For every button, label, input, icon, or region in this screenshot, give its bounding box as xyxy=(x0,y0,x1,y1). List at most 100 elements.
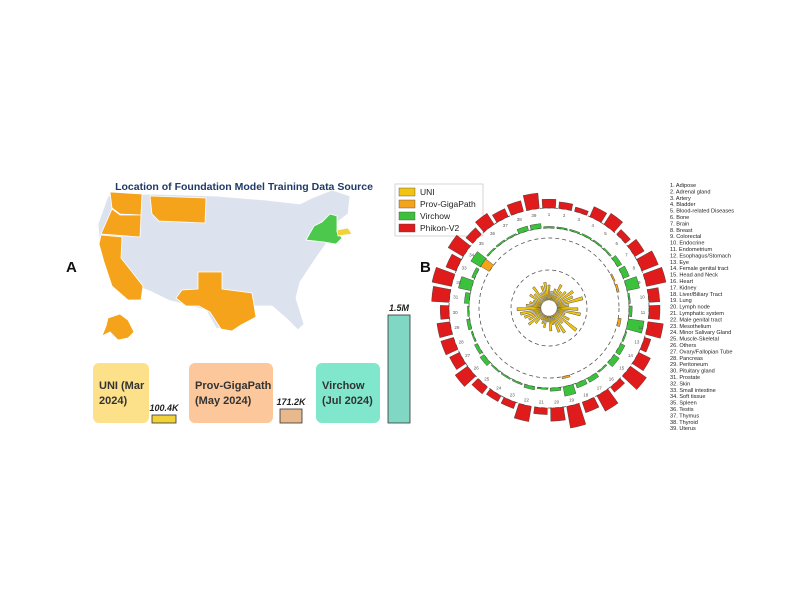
circular-bar xyxy=(556,296,584,307)
circular-bar xyxy=(628,305,633,317)
category-tick-label: 23 xyxy=(510,393,516,398)
ring-virchow xyxy=(468,227,630,389)
circular-bar xyxy=(465,227,482,244)
circular-bar xyxy=(554,291,567,303)
circular-bar xyxy=(645,321,664,339)
circular-bar xyxy=(610,273,616,282)
legend-swatch xyxy=(398,223,416,233)
category-tick-label: 6 xyxy=(616,241,619,246)
organ-list-item: 10. Endocrine xyxy=(670,241,705,247)
legend-swatch xyxy=(398,211,416,221)
organ-list-item: 21. Lymphatic system xyxy=(670,311,724,317)
category-tick-label: 33 xyxy=(462,266,468,271)
circular-bar xyxy=(543,315,548,328)
organ-list-item: 8. Breast xyxy=(670,228,693,234)
organ-list-item: 30. Pituitary gland xyxy=(670,369,715,375)
circular-bar xyxy=(466,318,473,331)
circular-bar xyxy=(581,397,600,413)
category-tick-label: 37 xyxy=(503,223,509,228)
organ-list-item: 12. Esophagus/Stomach xyxy=(670,253,731,259)
state-montana xyxy=(149,195,207,224)
card-box xyxy=(316,363,380,423)
circular-bar xyxy=(625,318,645,334)
circular-bar xyxy=(471,267,480,279)
circular-bar xyxy=(602,247,612,257)
circular-bar xyxy=(621,365,647,390)
circular-bar xyxy=(447,234,471,257)
category-tick-label: 9 xyxy=(638,280,641,285)
circular-bar xyxy=(550,386,562,392)
circular-bar xyxy=(607,354,620,368)
category-tick-label: 11 xyxy=(641,310,646,315)
organ-list-item: 3. Artery xyxy=(670,196,691,202)
circular-bar xyxy=(475,213,495,233)
circular-bar xyxy=(532,286,545,303)
circular-bar xyxy=(479,354,491,367)
card-1: Prov-GigaPath (May 2024) 171.2K xyxy=(189,363,307,424)
circular-bar xyxy=(550,288,557,301)
map-base-contiguous-us xyxy=(97,189,351,331)
circular-bar xyxy=(551,314,561,333)
circular-bar xyxy=(556,226,568,231)
panel-b-letter: B xyxy=(420,259,431,276)
circular-bar xyxy=(541,314,547,325)
organ-list-item: 5. Blood-related Diseases xyxy=(670,209,734,215)
circular-bar xyxy=(603,213,623,233)
circular-bar xyxy=(525,303,542,308)
circular-bar xyxy=(534,313,545,324)
circular-bar xyxy=(574,206,589,216)
circular-bar xyxy=(552,314,566,334)
card-box xyxy=(93,363,149,423)
legend-label: Virchow xyxy=(420,211,451,221)
category-tick-label: 36 xyxy=(490,231,496,236)
map-title: Location of Foundation Model Training Da… xyxy=(115,181,373,193)
category-tick-label: 13 xyxy=(634,339,640,344)
circular-bar xyxy=(549,290,553,301)
circular-bar xyxy=(486,388,502,402)
circular-bar xyxy=(543,226,555,229)
circular-bar xyxy=(533,299,543,306)
circular-bar xyxy=(464,292,471,304)
circular-bar xyxy=(581,233,592,240)
card-title-line1: Prov-GigaPath xyxy=(195,380,272,392)
circular-bar xyxy=(471,378,488,395)
organ-list-item: 15. Head and Neck xyxy=(670,273,718,279)
organ-list-item: 17. Kidney xyxy=(670,285,697,291)
state-texas xyxy=(175,271,257,332)
count-bar xyxy=(279,408,303,424)
organ-list-item: 23. Mesothelium xyxy=(670,324,711,330)
state-new-york xyxy=(305,213,343,245)
circular-bar xyxy=(596,388,619,412)
circular-bar xyxy=(566,403,587,429)
organ-list-item: 9. Colorectal xyxy=(670,234,701,240)
category-tick-label: 31 xyxy=(453,295,459,300)
circular-bar xyxy=(587,372,600,383)
category-tick-label: 25 xyxy=(484,376,490,381)
state-oregon xyxy=(100,208,142,238)
circular-bar xyxy=(631,352,651,372)
circular-bar xyxy=(500,397,517,409)
circular-bar xyxy=(558,201,574,211)
circular-bar-chart: 1 234567891011121314151617181920212223242… xyxy=(431,192,667,429)
organ-list-item: 33. Small intestine xyxy=(670,388,716,394)
card-0: UNI (Mar 2024) 100.4K xyxy=(93,363,180,424)
card-2: Virchow (Jul 2024) 1.5M xyxy=(316,303,411,424)
circular-bar xyxy=(454,365,477,387)
circular-bar xyxy=(439,305,450,320)
organ-list-item: 35. Spleen xyxy=(670,401,697,407)
circular-bar xyxy=(474,343,483,355)
category-tick-label: 34 xyxy=(469,253,475,258)
legend-label: UNI xyxy=(420,187,435,197)
circular-bar xyxy=(540,292,546,302)
circular-bar xyxy=(520,308,542,316)
organ-list-item: 37. Thymus xyxy=(670,413,699,419)
count-bar xyxy=(387,314,411,424)
ring-prov-gigapath xyxy=(478,237,620,379)
circular-bar xyxy=(589,206,608,223)
circular-bar xyxy=(627,238,645,257)
organ-list-item: 24. Minor Salivary Gland xyxy=(670,330,731,336)
circular-bar xyxy=(500,372,511,380)
organ-list-item: 19. Lung xyxy=(670,298,692,304)
circular-bar xyxy=(458,276,475,291)
